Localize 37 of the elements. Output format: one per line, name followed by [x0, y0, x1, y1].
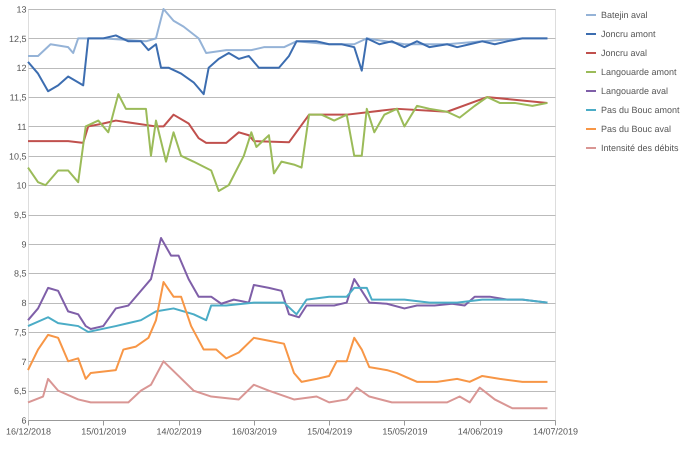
y-tick-label: 7,5 [14, 327, 26, 338]
legend-label: Pas du Bouc aval [601, 124, 672, 134]
x-tick-label: 14/02/2019 [156, 426, 202, 436]
y-tick-label: 8 [21, 298, 26, 308]
y-tick-label: 9 [21, 239, 26, 250]
x-tick-label: 16/12/2018 [6, 426, 52, 436]
line-series [27, 281, 548, 383]
legend-label: Joncru amont [601, 29, 656, 39]
legend-label: Batejin aval [601, 10, 648, 20]
y-tick-label: 7 [21, 356, 26, 367]
y-tick-label: 6 [21, 416, 26, 426]
x-tick-label: 16/03/2019 [232, 426, 277, 436]
legend-label: Pas du Bouc amont [601, 105, 680, 115]
line-series [27, 360, 548, 410]
y-tick-label: 10,5 [8, 151, 26, 162]
y-tick-label: 6,5 [14, 386, 26, 396]
legend-label: Joncru aval [601, 48, 648, 58]
x-tick-label: 14/06/2019 [458, 426, 503, 436]
x-tick-label: 15/05/2019 [382, 426, 428, 436]
y-tick-label: 12 [16, 63, 26, 74]
y-tick-label: 11 [17, 122, 26, 132]
x-tick-label: 15/01/2019 [81, 426, 126, 436]
line-series [27, 34, 548, 96]
y-tick-label: 12,5 [8, 34, 26, 44]
y-tick-label: 8,5 [14, 268, 26, 279]
line-series [27, 286, 548, 333]
legend-label: Langouarde amont [601, 67, 678, 77]
y-tick-label: 10 [16, 180, 26, 191]
x-tick-label: 14/07/2019 [532, 426, 578, 436]
x-tick-label: 15/04/2019 [307, 426, 352, 436]
y-tick-label: 11,5 [10, 92, 26, 103]
line-series [27, 93, 548, 192]
y-tick-label: 13 [16, 4, 26, 14]
legend-label: Intensité des débits [601, 143, 680, 153]
line-series [27, 96, 548, 144]
y-tick-label: 9,5 [14, 210, 26, 220]
legend-label: Langouarde aval [601, 86, 668, 96]
